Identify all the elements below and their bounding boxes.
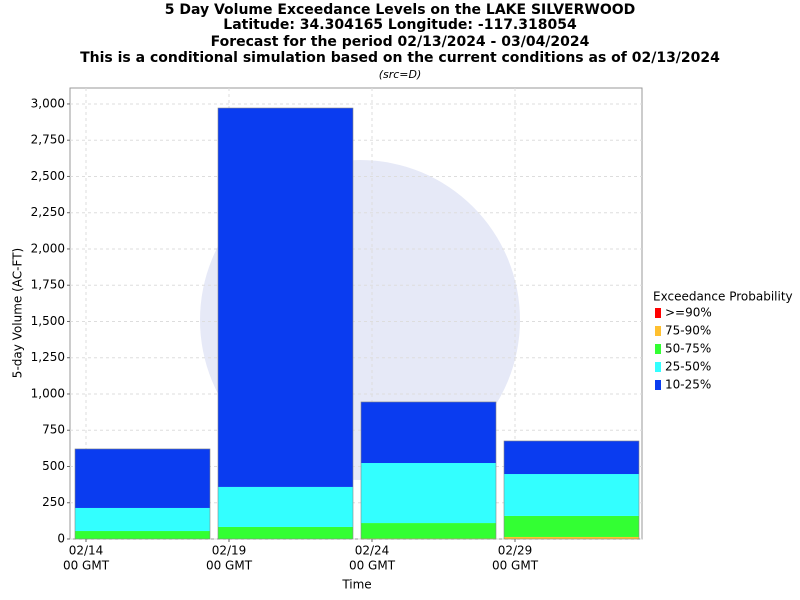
- bar-outline: [217, 107, 354, 540]
- subtitle: This is a conditional simulation based o…: [80, 50, 720, 66]
- bar-segment: [75, 531, 210, 539]
- chart-title: 5 Day Volume Exceedance Levels on the LA…: [165, 2, 636, 18]
- y-tick-label: 2,000: [31, 241, 65, 255]
- bar-segment: [361, 523, 496, 539]
- y-tick-label: 0: [57, 532, 65, 546]
- legend-swatch: [655, 344, 661, 354]
- x-tick-sublabel: 00 GMT: [63, 559, 110, 573]
- bar-segment: [75, 507, 210, 532]
- legend-label: 50-75%: [665, 342, 711, 356]
- x-tick-label: 02/29: [498, 544, 533, 558]
- bar-segment: [218, 108, 353, 487]
- legend-label: 25-50%: [665, 360, 711, 374]
- legend-label: 75-90%: [665, 324, 711, 338]
- legend-swatch: [655, 326, 661, 336]
- bar-outline: [360, 401, 497, 540]
- x-tick-label: 02/24: [355, 544, 390, 558]
- y-tick-label: 1,250: [31, 350, 65, 364]
- x-tick-label: 02/14: [69, 544, 104, 558]
- source-note: (src=D): [379, 68, 422, 81]
- legend-label: 10-25%: [665, 378, 711, 392]
- x-tick-label: 02/19: [212, 544, 247, 558]
- x-tick-sublabel: 00 GMT: [349, 559, 396, 573]
- bar-outline: [503, 440, 640, 540]
- x-tick-sublabel: 00 GMT: [492, 559, 539, 573]
- legend-title: Exceedance Probability: [653, 290, 793, 304]
- y-tick-label: 500: [42, 459, 65, 473]
- y-tick-label: 250: [42, 495, 65, 509]
- bar-segment: [504, 536, 639, 539]
- bar-segment: [361, 401, 496, 464]
- subtitle: Forecast for the period 02/13/2024 - 03/…: [211, 34, 590, 50]
- y-tick-label: 2,500: [31, 169, 65, 183]
- bar-segment: [504, 474, 639, 516]
- x-tick-sublabel: 00 GMT: [206, 559, 253, 573]
- y-tick-label: 1,500: [31, 314, 65, 328]
- legend-swatch: [655, 362, 661, 372]
- y-tick-label: 2,750: [31, 133, 65, 147]
- y-tick-label: 1,750: [31, 278, 65, 292]
- legend-swatch: [655, 380, 661, 390]
- bar-segment: [504, 515, 639, 537]
- bar-outline: [74, 448, 211, 540]
- bar-segment: [218, 526, 353, 539]
- x-axis-label: Time: [341, 578, 371, 592]
- legend-label: >=90%: [665, 306, 712, 320]
- subtitle: Latitude: 34.304165 Longitude: -117.3180…: [223, 17, 577, 33]
- legend-swatch: [655, 308, 661, 318]
- bar-segment: [504, 440, 639, 475]
- bar-segment: [361, 463, 496, 524]
- y-tick-label: 3,000: [31, 96, 65, 110]
- bar-segment: [75, 448, 210, 508]
- y-tick-label: 2,250: [31, 205, 65, 219]
- y-tick-label: 1,000: [31, 386, 65, 400]
- y-tick-label: 750: [42, 423, 65, 437]
- bar-segment: [218, 486, 353, 527]
- y-axis-label: 5-day Volume (AC-FT): [11, 248, 25, 378]
